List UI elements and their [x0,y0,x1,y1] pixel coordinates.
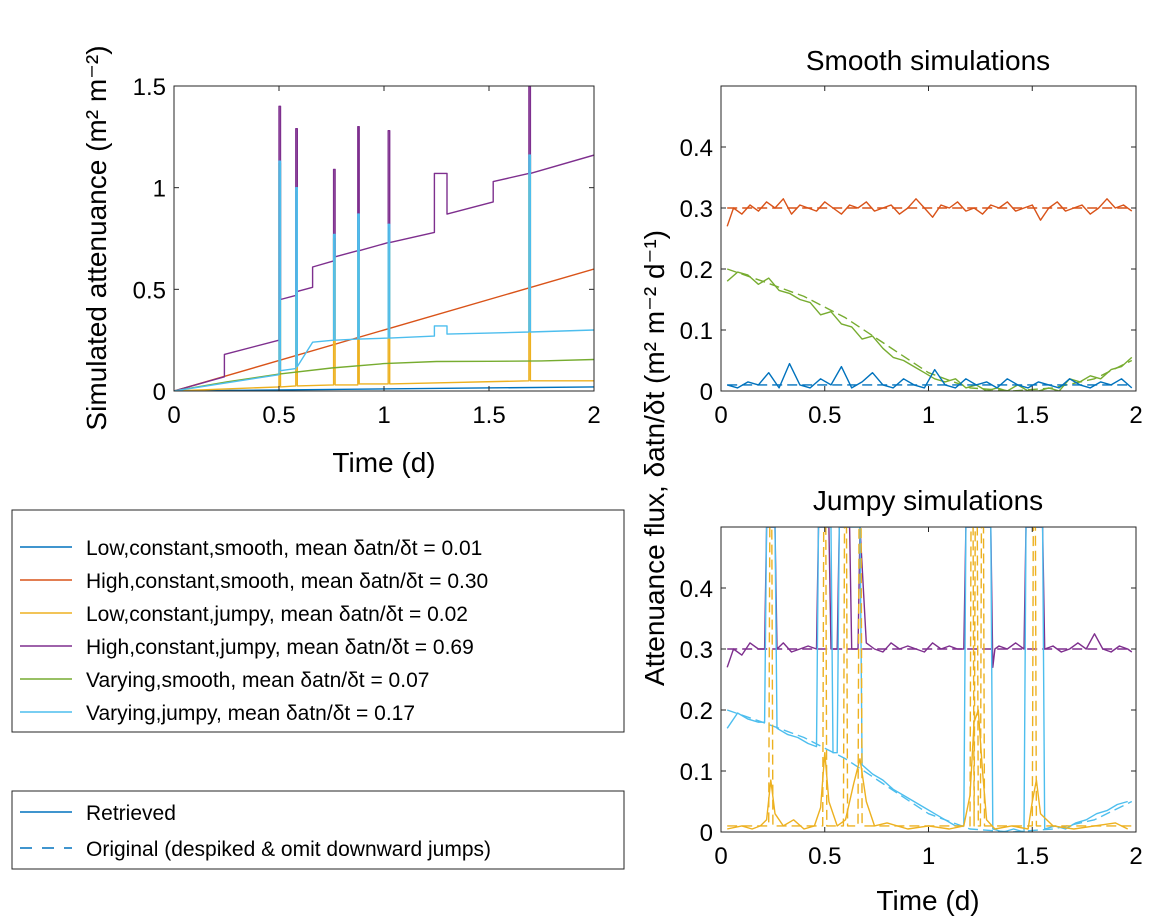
attenuance-series-high_constant_smooth-line [174,268,594,391]
smooth-panel: 0 0.5 1 1.5 2 0 0.1 0.2 0.3 0.4 Smooth simulation… [680,45,1143,429]
attenuance-series-low_constant_jumpy-line [174,154,594,391]
jumpy-ticks: 0 0.5 1 1.5 2 0 0.1 0.2 0.3 0.4 [680,527,1143,870]
attenuance-ytick-label: 1 [153,176,166,203]
attenuance-xtick-label: 2 [587,402,600,429]
smooth-ytick-label: 0.1 [680,318,713,345]
attenuance-ytick-label: 0.5 [133,277,166,304]
attenuance-panel: 0 0.5 1 1.5 2 0 0.5 1 1.5 Time (d) Simulated att… [81,45,601,478]
jumpy-ytick-label: 0.1 [680,759,713,786]
jumpy-ytick-label: 0.4 [680,576,713,603]
jumpy-series [726,527,1133,832]
legend-label: High,constant,smooth, mean δatn/δt = 0.3… [86,570,488,593]
smooth-xtick-label: 0 [714,402,727,429]
attenuance-series-varying_jumpy-line [174,154,594,391]
style-legend-box [11,790,625,870]
smooth-series-high_constant_smooth-line [726,198,1133,227]
attenuance-xtick-label: 1 [377,402,390,429]
jumpy-ytick-label: 0.3 [680,637,713,664]
jumpy-xtick-label: 0 [714,843,727,870]
legend-style-label: Retrieved [86,802,176,825]
legend-label: Low,constant,jumpy, mean δatn/δt = 0.02 [86,603,468,626]
jumpy-xtick-label: 1.5 [1016,843,1049,870]
attenuance-ytick-label: 0 [153,379,166,406]
smooth-xtick-label: 0.5 [808,402,841,429]
attenuance-xtick-label: 0 [167,402,180,429]
smooth-xtick-label: 1 [922,402,935,429]
jumpy-xtick-label: 0.5 [808,843,841,870]
jumpy-ytick-label: 0.2 [680,698,713,725]
jumpy-series-varying_jumpy-line [726,527,1128,832]
attenuance-xtick-label: 1.5 [472,402,505,429]
legend-label: High,constant,jumpy, mean δatn/δt = 0.69 [86,636,474,659]
jumpy-series-high_constant_jumpy-line [726,527,1133,668]
jumpy-xtick-label: 2 [1129,843,1142,870]
attenuance-series-varying_smooth-line [174,358,594,391]
smooth-ticks: 0 0.5 1 1.5 2 0 0.1 0.2 0.3 0.4 [680,86,1143,429]
attenuance-ytick-label: 1.5 [133,74,166,101]
jumpy-title: Jumpy simulations [813,485,1043,516]
jumpy-panel: 0 0.5 1 1.5 2 0 0.1 0.2 0.3 0.4 Jumpy simulations… [680,485,1143,916]
series-legend: Low,constant,smooth, mean δatn/δt = 0.01… [11,509,625,733]
legend-label: Low,constant,smooth, mean δatn/δt = 0.01 [86,537,482,560]
smooth-series [726,198,1133,391]
smooth-ytick-label: 0.3 [680,196,713,223]
smooth-series-varying_smooth-original-line [726,268,1133,391]
attenuance-xlabel: Time (d) [332,447,435,478]
jumpy-plot-box [720,526,1137,833]
smooth-ytick-label: 0 [700,379,713,406]
series-legend-box [11,509,625,733]
attenuance-ylabel: Simulated attenuance (m² m⁻²) [81,45,112,430]
legend-style-label: Original (despiked & omit downward jumps… [86,838,491,861]
smooth-xtick-label: 2 [1129,402,1142,429]
jumpy-series-varying_jumpy-original-line [726,709,1133,832]
jumpy-series-low_constant_jumpy-line [727,709,1129,830]
smooth-ytick-label: 0.2 [680,257,713,284]
legend-label: Varying,jumpy, mean δatn/δt = 0.17 [86,702,415,725]
jumpy-ytick-label: 0 [700,820,713,847]
attenuance-xtick-label: 0.5 [262,402,295,429]
smooth-plot-box [720,85,1137,392]
attenuance-series [174,86,594,391]
smooth-ytick-label: 0.4 [680,135,713,162]
style-legend: Retrieved Original (despiked & omit downw… [11,790,625,870]
legend-label: Varying,smooth, mean δatn/δt = 0.07 [86,669,429,692]
smooth-xtick-label: 1.5 [1016,402,1049,429]
flux-ylabel: Attenuance flux, δatn/δt (m² m⁻² d⁻¹) [639,230,670,686]
jumpy-series-low_constant_jumpy-original-line [727,527,1132,827]
jumpy-xlabel: Time (d) [876,885,979,916]
smooth-title: Smooth simulations [806,45,1050,76]
attenuance-ticks: 0 0.5 1 1.5 2 0 0.5 1 1.5 [133,74,601,429]
smooth-series-low_constant_smooth-line [727,362,1133,389]
jumpy-xtick-label: 1 [922,843,935,870]
